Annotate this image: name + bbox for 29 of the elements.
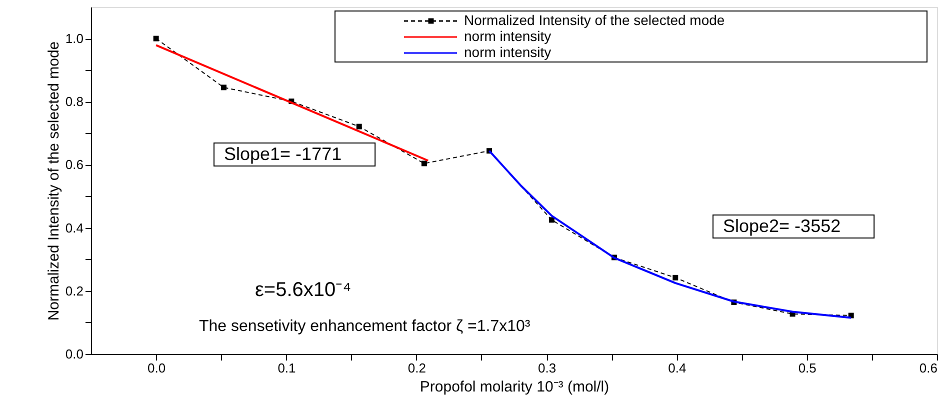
point xyxy=(221,84,226,90)
x-tick-label: 0.4 xyxy=(668,360,686,376)
x-tick-label: 0.0 xyxy=(148,360,166,376)
point xyxy=(356,124,362,130)
x-tick-label: 0.3 xyxy=(538,360,556,376)
point xyxy=(153,36,159,42)
y-tick-label: 0.0 xyxy=(65,346,84,362)
x-tick-label: 0.6 xyxy=(919,360,938,376)
x-axis-title: Propofol molarity 10⁻³ (mol/l) xyxy=(420,378,610,396)
legend-label: norm intensity xyxy=(464,44,552,60)
y-tick-label: 0.6 xyxy=(65,157,84,172)
x-tick-label: 0.5 xyxy=(798,360,816,376)
y-tick-label: 0.2 xyxy=(65,283,84,298)
point xyxy=(421,160,427,166)
x-tick-label: 0.2 xyxy=(408,360,426,376)
legend-label: Normalized Intensity of the selected mode xyxy=(464,12,725,28)
point xyxy=(672,274,678,280)
legend-label: norm intensity xyxy=(464,28,552,44)
point xyxy=(549,217,554,223)
annotation: ε=5.6x10⁻⁴ xyxy=(255,279,352,301)
line-series xyxy=(488,150,852,319)
y-tick-label: 0.4 xyxy=(65,220,84,236)
y-tick-label: 0.8 xyxy=(65,94,84,110)
y-tick-label: 1.0 xyxy=(65,31,84,46)
annotation: The sensetivity enhancement factor ζ =1.7x10³ xyxy=(199,318,531,335)
annotation: Slope1= -1771 xyxy=(224,144,342,164)
annotation: Slope2= -3552 xyxy=(723,216,841,236)
x-tick-label: 0.1 xyxy=(278,360,296,376)
y-axis-title: Normalized Intensity of the selected mode xyxy=(45,41,62,321)
